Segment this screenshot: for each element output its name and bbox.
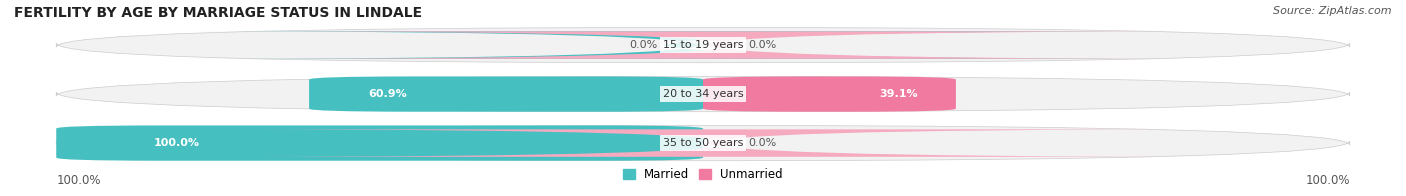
FancyBboxPatch shape: [56, 27, 1350, 63]
FancyBboxPatch shape: [56, 125, 1350, 161]
Text: 100.0%: 100.0%: [1305, 174, 1350, 187]
Text: 60.9%: 60.9%: [368, 89, 406, 99]
FancyBboxPatch shape: [225, 129, 1220, 157]
Legend: Married, Unmarried: Married, Unmarried: [619, 164, 787, 186]
Text: 0.0%: 0.0%: [630, 40, 658, 50]
Text: 15 to 19 years: 15 to 19 years: [662, 40, 744, 50]
FancyBboxPatch shape: [225, 31, 1220, 59]
Text: 100.0%: 100.0%: [56, 174, 101, 187]
Text: FERTILITY BY AGE BY MARRIAGE STATUS IN LINDALE: FERTILITY BY AGE BY MARRIAGE STATUS IN L…: [14, 6, 422, 20]
FancyBboxPatch shape: [186, 31, 1181, 59]
FancyBboxPatch shape: [56, 125, 703, 161]
FancyBboxPatch shape: [703, 76, 956, 112]
Text: 0.0%: 0.0%: [748, 138, 776, 148]
Text: 20 to 34 years: 20 to 34 years: [662, 89, 744, 99]
FancyBboxPatch shape: [56, 76, 1350, 112]
Text: 0.0%: 0.0%: [748, 40, 776, 50]
Text: Source: ZipAtlas.com: Source: ZipAtlas.com: [1274, 6, 1392, 16]
FancyBboxPatch shape: [309, 76, 703, 112]
Text: 35 to 50 years: 35 to 50 years: [662, 138, 744, 148]
Text: 100.0%: 100.0%: [153, 138, 200, 148]
Text: 39.1%: 39.1%: [879, 89, 918, 99]
